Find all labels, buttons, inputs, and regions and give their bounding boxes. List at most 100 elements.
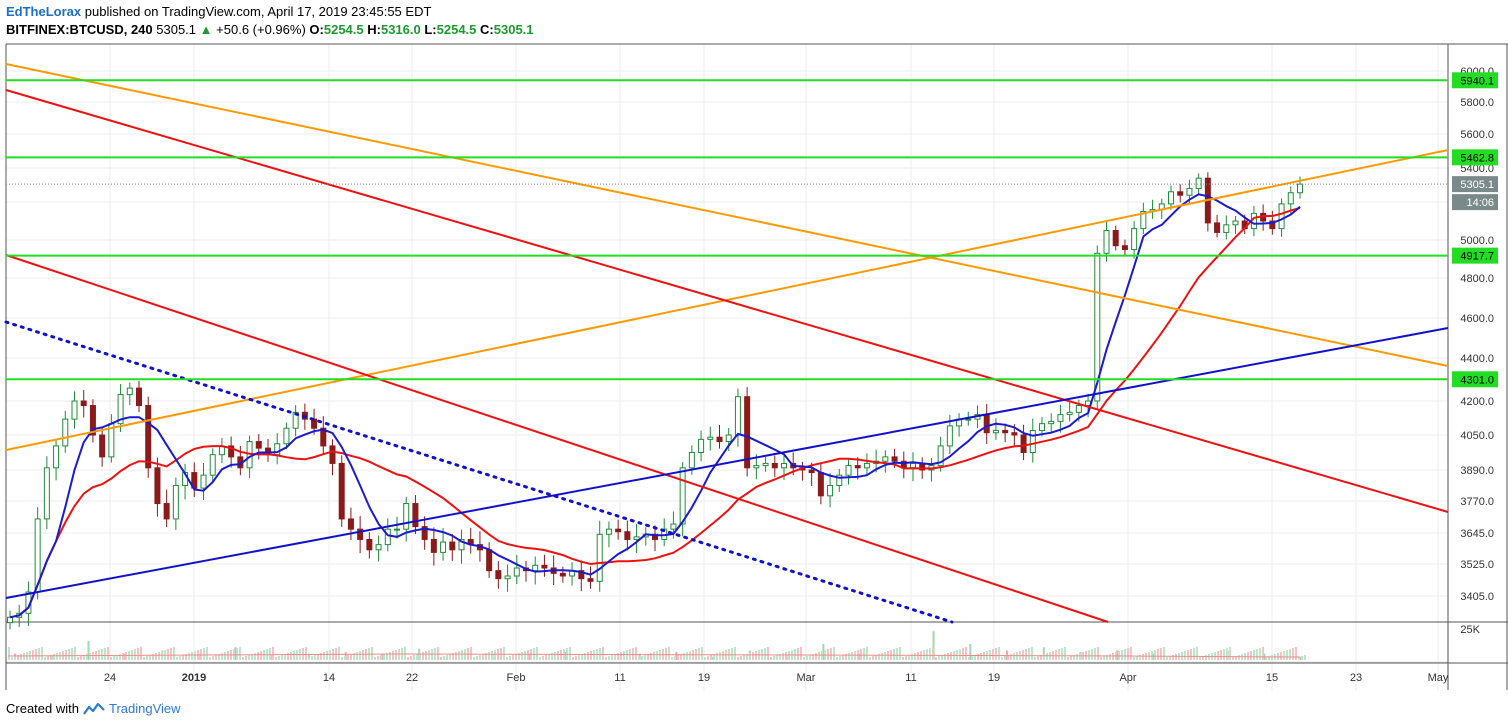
volume-bar	[1220, 650, 1222, 660]
candle-body	[292, 411, 299, 429]
candle-body	[937, 445, 944, 467]
volume-bar	[962, 648, 964, 660]
volume-bar	[1088, 650, 1090, 660]
volume-bar	[1070, 656, 1072, 660]
volume-bar	[734, 647, 736, 660]
volume-bar	[260, 651, 262, 660]
volume-bar	[242, 657, 244, 660]
candle-body	[7, 616, 13, 624]
candle-body	[808, 469, 815, 474]
volume-bar	[188, 653, 190, 660]
volume-bar	[290, 652, 292, 660]
candle-body	[716, 436, 723, 443]
volume-bar	[512, 655, 514, 660]
volume-bar	[863, 648, 865, 660]
candle-body	[578, 570, 585, 580]
volume-bar	[815, 653, 817, 660]
volume-bar	[1268, 656, 1270, 660]
volume-bar	[386, 653, 388, 660]
volume-bar	[1196, 647, 1198, 660]
volume-bar	[1256, 649, 1258, 660]
volume-bar	[143, 657, 145, 660]
volume-bar	[1175, 654, 1177, 660]
volume-bar	[710, 655, 712, 660]
y-tick-label: 4050.0	[1460, 430, 1494, 442]
candle-body	[394, 528, 400, 531]
volume-bar	[656, 651, 658, 660]
x-tick-label: 22	[406, 672, 418, 684]
candle-body	[53, 445, 60, 469]
y-tick-label: 3890.0	[1460, 465, 1494, 477]
y-tick-label: 5400.0	[1460, 163, 1494, 175]
volume-bar	[860, 649, 862, 660]
candle-body	[458, 538, 465, 551]
volume-bar	[1001, 657, 1003, 660]
x-tick-label: 15	[1266, 672, 1278, 684]
volume-bar	[1124, 649, 1126, 660]
volume-bar	[995, 648, 997, 660]
candle-body	[136, 387, 142, 407]
volume-bar	[8, 647, 10, 660]
volume-bar	[209, 657, 211, 660]
volume-bar	[362, 650, 364, 660]
volume-bar	[950, 652, 952, 660]
candle-body	[513, 567, 520, 577]
volume-bar	[969, 644, 972, 660]
volume-bar	[248, 655, 250, 660]
x-tick-label: 24	[104, 672, 116, 684]
candle-body	[486, 549, 493, 572]
candle-body	[587, 578, 594, 582]
volume-bar	[1226, 648, 1228, 660]
volume-bar	[35, 649, 37, 660]
volume-bar	[842, 655, 844, 660]
volume-bar	[1286, 650, 1288, 660]
candle-body	[440, 541, 447, 553]
volume-bar	[1223, 649, 1225, 660]
volume-bar	[341, 657, 343, 660]
volume-bar	[977, 654, 979, 660]
price-label: 4917.7	[1460, 251, 1494, 263]
volume-bar	[593, 650, 595, 660]
volume-tick-label: 25K	[1460, 624, 1480, 636]
price-label-box	[1452, 247, 1498, 264]
x-tick-label: 14	[323, 672, 335, 684]
volume-bar	[236, 648, 238, 660]
volume-bar	[1064, 647, 1066, 660]
volume-bar	[752, 652, 754, 660]
candle-body	[670, 523, 677, 530]
candle-body	[62, 418, 69, 447]
candle-body	[357, 528, 364, 540]
volume-bar	[107, 647, 109, 660]
volume-bar	[731, 648, 733, 660]
volume-bar	[653, 652, 655, 660]
volume-bar	[575, 656, 577, 660]
volume-bar	[461, 650, 463, 660]
volume-bar	[1127, 648, 1129, 660]
volume-bar	[1142, 654, 1144, 660]
candle-body	[71, 400, 78, 420]
volume-bar	[1136, 656, 1138, 660]
price-label-box	[1452, 176, 1498, 193]
volume-bar	[1010, 654, 1012, 660]
volume-bar	[822, 644, 825, 660]
volume-bar	[638, 653, 641, 660]
volume-bar	[1280, 652, 1282, 660]
volume-bar	[1139, 655, 1141, 660]
volume-bar	[1229, 647, 1231, 660]
ohlc-legend: BITFINEX:BTCUSD, 240 5305.1 ▲ +50.6 (+0.…	[6, 22, 534, 37]
tradingview-logo-icon	[83, 702, 105, 715]
candle-body	[117, 394, 124, 425]
candle-body	[698, 438, 705, 453]
volume-bar	[428, 650, 430, 660]
volume-bar	[602, 647, 604, 660]
volume-bar	[1100, 657, 1102, 660]
candle-body	[228, 445, 235, 458]
volume-bar	[572, 657, 574, 660]
tradingview-brand[interactable]: TradingView	[108, 701, 181, 716]
author-name[interactable]: EdTheLorax	[6, 4, 82, 19]
volume-bar	[251, 654, 253, 660]
volume-bar	[902, 657, 904, 660]
volume-bar	[518, 653, 520, 660]
volume-bar	[689, 651, 691, 660]
